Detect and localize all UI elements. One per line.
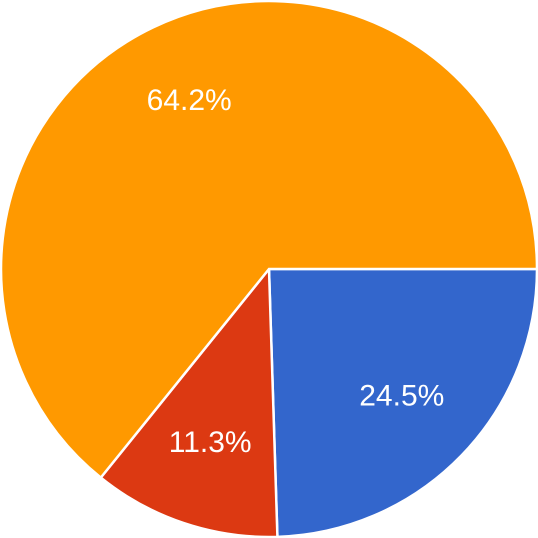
slice-label: 24.5%	[359, 380, 444, 413]
slice-label: 64.2%	[147, 84, 232, 117]
pie-slice	[267, 267, 538, 538]
pie-slice	[99, 265, 279, 538]
pie-slice	[0, 0, 538, 480]
slice-label: 11.3%	[169, 426, 252, 459]
